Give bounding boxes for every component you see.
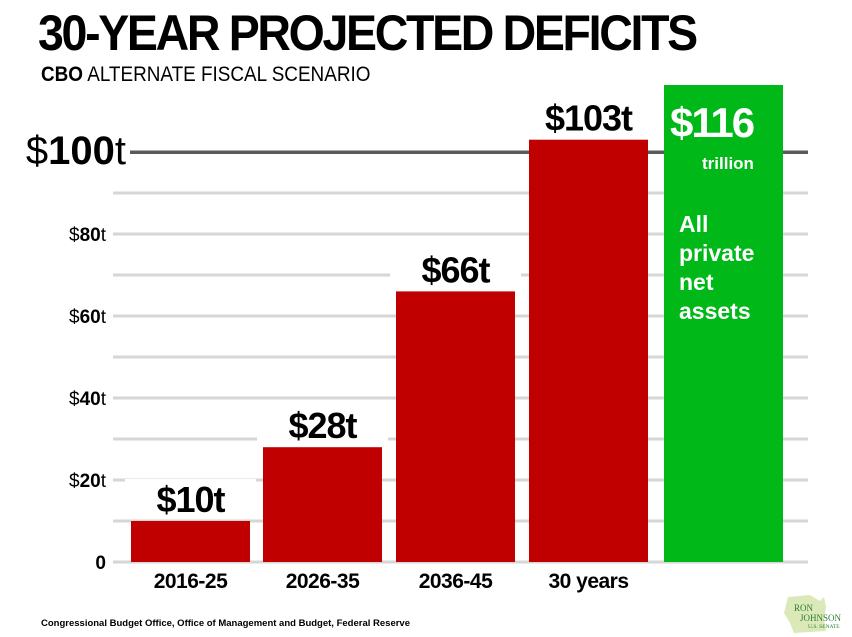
bar-2016-25	[131, 521, 250, 562]
y-tick-suffix: t	[101, 389, 107, 410]
y-tick-value: 100	[48, 129, 115, 173]
y-tick-value: 20	[80, 471, 101, 492]
page-subtitle: CBO ALTERNATE FISCAL SCENARIO	[41, 64, 370, 85]
assets-description-line: private	[679, 240, 754, 266]
y-tick-prefix: $	[69, 471, 80, 492]
gridline	[113, 232, 808, 236]
y-tick-label: 0	[95, 553, 106, 574]
y-tick-label: $100t	[26, 129, 126, 173]
logo-line2: JOHNSON	[800, 613, 842, 623]
y-tick-suffix: t	[101, 471, 107, 492]
y-tick-label: $40t	[69, 389, 107, 410]
y-tick-suffix: t	[101, 225, 107, 246]
y-tick-prefix: $	[69, 307, 80, 328]
assets-description-line: net	[679, 269, 714, 295]
y-tick-value: 60	[80, 307, 101, 328]
y-tick-prefix: $	[69, 389, 80, 410]
subtitle-rest: ALTERNATE FISCAL SCENARIO	[83, 63, 371, 86]
y-tick-label: $60t	[69, 307, 107, 328]
x-tick-label: 30 years	[548, 570, 628, 593]
y-tick-value: 0	[95, 553, 106, 574]
y-tick-label: $80t	[69, 225, 107, 246]
assets-unit-label: trillion	[702, 154, 754, 173]
y-tick-suffix: t	[101, 307, 107, 328]
data-label: $103t	[545, 98, 633, 139]
y-tick-value: 80	[80, 225, 101, 246]
logo-line1: RON	[794, 603, 814, 613]
data-label-backdrop	[125, 479, 256, 517]
y-tick-label: $20t	[69, 471, 107, 492]
assets-description-line: assets	[679, 298, 751, 324]
senator-logo: RON JOHNSON U.S. SENATE	[784, 595, 842, 633]
data-label: $10t	[156, 479, 225, 520]
bar-2036-45	[396, 291, 515, 562]
source-note: Congressional Budget Office, Office of M…	[41, 618, 410, 629]
y-tick-suffix: t	[115, 129, 126, 173]
y-tick-prefix: $	[26, 129, 48, 173]
reference-line-100	[130, 150, 808, 154]
assets-description-line: All	[679, 211, 708, 237]
gridline	[113, 191, 808, 195]
x-tick-label: 2036-45	[419, 570, 493, 593]
logo-line3: U.S. SENATE	[808, 624, 840, 630]
y-tick-value: 40	[80, 389, 101, 410]
x-tick-label: 2026-35	[286, 570, 360, 593]
subtitle-bold: CBO	[41, 63, 84, 86]
y-tick-prefix: $	[69, 225, 80, 246]
bar-private-net-assets	[664, 85, 783, 562]
bar-2026-35	[263, 447, 382, 562]
data-label: $66t	[421, 249, 490, 290]
x-tick-label: 2016-25	[154, 570, 228, 593]
assets-value-label: $116	[670, 99, 754, 146]
wisconsin-shape-icon	[784, 595, 826, 633]
page-title: 30-YEAR PROJECTED DEFICITS	[38, 5, 698, 61]
data-label-backdrop	[390, 249, 521, 288]
bar-30-years	[529, 139, 648, 562]
data-label-backdrop	[257, 405, 388, 444]
data-label-backdrop	[523, 97, 654, 136]
data-label: $28t	[288, 405, 357, 446]
